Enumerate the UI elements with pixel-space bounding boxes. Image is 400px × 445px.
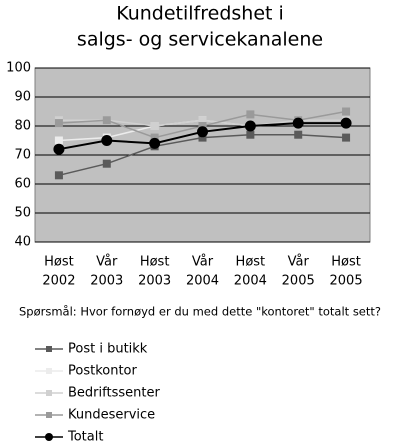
point bbox=[150, 122, 159, 130]
point bbox=[340, 117, 352, 129]
y-tick-label: 40 bbox=[14, 235, 31, 250]
x-tick-label: Høst bbox=[44, 255, 74, 270]
x-tick-label: Høst bbox=[236, 255, 266, 270]
chart-title: Kundetilfredshet i bbox=[116, 3, 284, 25]
legend-label: Bedriftssenter bbox=[68, 386, 160, 401]
point bbox=[197, 126, 208, 138]
x-tick-label: Vår bbox=[288, 255, 310, 270]
point bbox=[53, 143, 65, 155]
note: Spørsmål: Hvor fornøyd er du med dette "… bbox=[19, 305, 381, 319]
x-tick-label: Vår bbox=[96, 255, 118, 270]
point bbox=[246, 130, 255, 139]
legend-marker bbox=[45, 433, 53, 441]
x-tick-label: 2005 bbox=[330, 274, 363, 289]
point bbox=[342, 107, 351, 116]
point bbox=[198, 122, 207, 130]
point bbox=[342, 133, 351, 142]
point bbox=[149, 137, 161, 149]
legend-label: Post i butikk bbox=[68, 342, 148, 357]
y-tick-label: 80 bbox=[14, 119, 31, 134]
x-tick-label: 2004 bbox=[234, 274, 267, 289]
chart-title: salgs- og servicekanalene bbox=[77, 29, 323, 51]
y-tick-label: 70 bbox=[14, 148, 31, 163]
point bbox=[101, 135, 113, 146]
x-tick-label: 2003 bbox=[138, 274, 171, 289]
legend-label: Totalt bbox=[67, 430, 103, 445]
point bbox=[294, 130, 303, 139]
point bbox=[54, 119, 63, 128]
legend-marker bbox=[46, 390, 52, 396]
legend-marker bbox=[46, 346, 52, 352]
x-tick-label: 2002 bbox=[42, 274, 75, 289]
point bbox=[198, 116, 207, 125]
point bbox=[150, 133, 159, 142]
point bbox=[244, 120, 256, 132]
point bbox=[54, 171, 63, 180]
x-tick-label: 2005 bbox=[282, 274, 315, 289]
point bbox=[198, 133, 207, 142]
y-tick-label: 50 bbox=[14, 206, 31, 221]
legend-marker bbox=[46, 368, 52, 374]
point bbox=[246, 110, 255, 119]
point bbox=[54, 136, 63, 145]
x-tick-label: 2004 bbox=[186, 274, 219, 289]
point bbox=[102, 159, 111, 168]
legend-marker bbox=[46, 412, 52, 418]
point bbox=[102, 116, 111, 125]
legend-label: Postkontor bbox=[68, 364, 138, 379]
x-tick-label: Høst bbox=[140, 255, 170, 270]
legend-label: Kundeservice bbox=[68, 408, 155, 423]
point bbox=[292, 117, 304, 129]
y-tick-label: 90 bbox=[14, 90, 31, 105]
x-tick-label: 2003 bbox=[90, 274, 123, 289]
x-tick-label: Vår bbox=[192, 255, 214, 270]
y-tick-label: 100 bbox=[6, 61, 31, 76]
y-tick-label: 60 bbox=[14, 177, 31, 192]
x-tick-label: Høst bbox=[331, 255, 361, 270]
